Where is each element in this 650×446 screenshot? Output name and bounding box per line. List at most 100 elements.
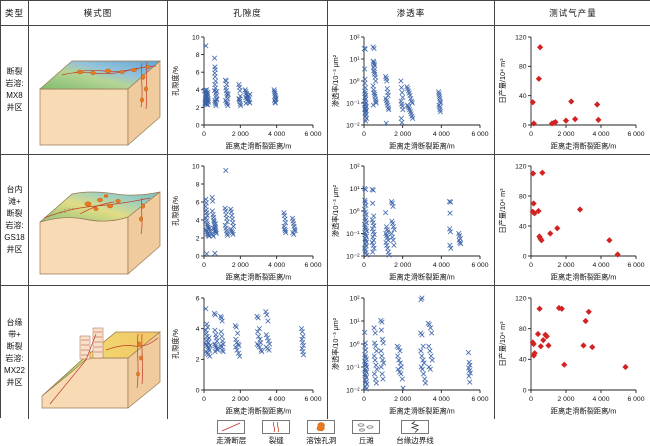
block-front-face [39, 88, 129, 146]
strike-slip-fault-icon [217, 420, 246, 434]
svg-text:0: 0 [362, 131, 366, 138]
svg-text:孔隙度/%: 孔隙度/% [171, 328, 180, 359]
svg-text:2 000: 2 000 [557, 131, 574, 138]
column-header-permeability: 渗透率 [328, 1, 495, 26]
svg-text:0: 0 [195, 122, 199, 129]
svg-text:10¹: 10¹ [349, 318, 360, 325]
svg-text:渗透率/10⁻³ μm²: 渗透率/10⁻³ μm² [331, 54, 340, 107]
svg-text:6 000: 6 000 [471, 396, 488, 403]
schematic-cell-mx22 [29, 286, 168, 419]
svg-text:0: 0 [202, 396, 206, 403]
svg-text:0: 0 [195, 387, 199, 394]
legend-label: 丘滩 [358, 436, 374, 445]
strike-slip-fault-trace-icon [43, 197, 151, 235]
svg-text:距离走滑断裂距离/m: 距离走滑断裂距离/m [551, 142, 617, 151]
mound-shoal-icons [55, 208, 77, 215]
svg-text:4: 4 [195, 217, 199, 224]
schematic-mx22-block-diagram [41, 327, 161, 409]
svg-text:2: 2 [195, 235, 199, 242]
column-header-type: 类型 [1, 1, 29, 26]
svg-text:8: 8 [195, 52, 199, 59]
chart-cell-mx22-permeability: 0 2 000 4 000 6 000 10⁻² 10⁻¹ 10⁰ 10¹ 10² 距离走滑断裂距… [328, 286, 495, 419]
svg-text:2 000: 2 000 [557, 262, 574, 269]
svg-text:日产量/10⁴ m³: 日产量/10⁴ m³ [498, 188, 507, 234]
svg-text:2 000: 2 000 [231, 131, 248, 138]
svg-text:距离走滑断裂距离/m: 距离走滑断裂距离/m [225, 142, 291, 151]
platform-margin-line-icon [401, 420, 429, 434]
column-header-gas-production: 测试气产量 [495, 1, 650, 26]
svg-text:0: 0 [523, 253, 527, 260]
svg-text:距离走滑断裂距离/m: 距离走滑断裂距离/m [551, 273, 617, 282]
block-front-face [41, 357, 129, 408]
svg-text:4 000: 4 000 [432, 262, 449, 269]
svg-text:0: 0 [362, 396, 366, 403]
legend-label: 台缘边界线 [396, 436, 434, 445]
strike-slip-fault-trace-icon [49, 333, 159, 404]
schematic-cell-mx8 [29, 26, 168, 155]
svg-text:8: 8 [195, 181, 199, 188]
svg-text:10¹: 10¹ [349, 56, 360, 63]
svg-text:10⁰: 10⁰ [349, 207, 360, 215]
chart-cell-mx8-porosity: 0 2 000 4 000 6 000 0 2 4 6 8 10 距离走滑断裂距离/m 孔隙度/% [168, 26, 328, 155]
schematic-cell-gs18 [29, 155, 168, 286]
svg-text:10⁻¹: 10⁻¹ [346, 231, 360, 238]
svg-text:4 000: 4 000 [268, 396, 285, 403]
svg-text:0: 0 [202, 262, 206, 269]
svg-text:距离走滑断裂距离/m: 距离走滑断裂距离/m [389, 142, 455, 151]
svg-text:40: 40 [519, 223, 527, 230]
legend-label: 裂缝 [268, 436, 284, 445]
chart-cell-gs18-production: 0 2 000 4 000 6 000 0 40 80 120 距离走滑断裂距离/m 日产量/10… [495, 155, 650, 286]
svg-text:0: 0 [202, 131, 206, 138]
svg-text:10⁻²: 10⁻² [346, 122, 360, 129]
svg-text:6: 6 [195, 199, 199, 206]
svg-text:80: 80 [519, 326, 527, 333]
block-right-face [127, 330, 161, 409]
svg-text:日产量/10⁴ m³: 日产量/10⁴ m³ [498, 320, 507, 366]
svg-text:6 000: 6 000 [304, 262, 321, 269]
svg-text:2 000: 2 000 [231, 396, 248, 403]
svg-text:2: 2 [195, 105, 199, 112]
svg-text:10⁻¹: 10⁻¹ [346, 100, 360, 107]
block-right-face [127, 191, 161, 275]
svg-text:6 000: 6 000 [471, 131, 488, 138]
svg-text:距离走滑断裂距离/m: 距离走滑断裂距离/m [551, 406, 617, 415]
dissolution-vug-icon [307, 420, 336, 434]
svg-text:10²: 10² [349, 163, 360, 170]
column-header-schematic: 模式图 [29, 1, 168, 26]
mound-shoal-icon [352, 420, 381, 434]
svg-text:2 000: 2 000 [394, 396, 411, 403]
svg-text:4 000: 4 000 [432, 131, 449, 138]
svg-text:孔隙度/%: 孔隙度/% [171, 195, 180, 226]
svg-text:120: 120 [515, 34, 527, 41]
row-label-gs18: 台内 滩+ 断裂 岩溶: GS18 井区 [1, 155, 29, 286]
svg-text:40: 40 [519, 93, 527, 100]
svg-text:4 000: 4 000 [592, 262, 609, 269]
row-label-mx22: 台缘 带+ 断裂 岩溶: MX22 井区 [1, 286, 29, 419]
svg-text:4: 4 [195, 326, 199, 333]
schematic-gs18-block-diagram [39, 191, 161, 275]
svg-text:距离走滑断裂距离/m: 距离走滑断裂距离/m [389, 273, 455, 282]
column-header-porosity: 孔隙度 [168, 1, 328, 26]
svg-text:2 000: 2 000 [394, 262, 411, 269]
permeability-chart-mx22: 0 2 000 4 000 6 000 10⁻² 10⁻¹ 10⁰ 10¹ 10² 距离走滑断裂距… [331, 294, 488, 415]
svg-text:0: 0 [523, 387, 527, 394]
svg-text:渗透率/10⁻³ μm²: 渗透率/10⁻³ μm² [331, 317, 340, 370]
figure-legend: 走滑断层 裂缝 溶蚀孔洞 丘滩 [0, 418, 650, 446]
legend-item-dissolution-vug: 溶蚀孔洞 [306, 420, 336, 446]
svg-text:10⁻²: 10⁻² [346, 253, 360, 260]
block-right-face [127, 60, 161, 146]
chart-cell-mx22-production: 0 2 000 4 000 6 000 0 40 80 120 距离走滑断裂距离/m 日产量/10… [495, 286, 650, 419]
svg-text:0: 0 [529, 262, 533, 269]
svg-text:2 000: 2 000 [231, 262, 248, 269]
legend-label: 走滑断层 [216, 436, 247, 445]
svg-text:10⁰: 10⁰ [349, 340, 360, 348]
svg-text:4: 4 [195, 87, 199, 94]
dissolution-vug-icons [76, 65, 151, 103]
svg-text:0: 0 [529, 131, 533, 138]
chart-cell-mx22-porosity: 0 2 000 4 000 6 000 0 2 4 6 距离走滑断裂距离/m 孔隙度/% [168, 286, 328, 419]
svg-text:距离走滑断裂距离/m: 距离走滑断裂距离/m [389, 406, 455, 415]
production-chart-gs18: 0 2 000 4 000 6 000 0 40 80 120 距离走滑断裂距离/m 日产量/10… [498, 163, 645, 282]
legend-item-mound-shoal: 丘滩 [352, 420, 381, 446]
svg-text:6 000: 6 000 [304, 131, 321, 138]
